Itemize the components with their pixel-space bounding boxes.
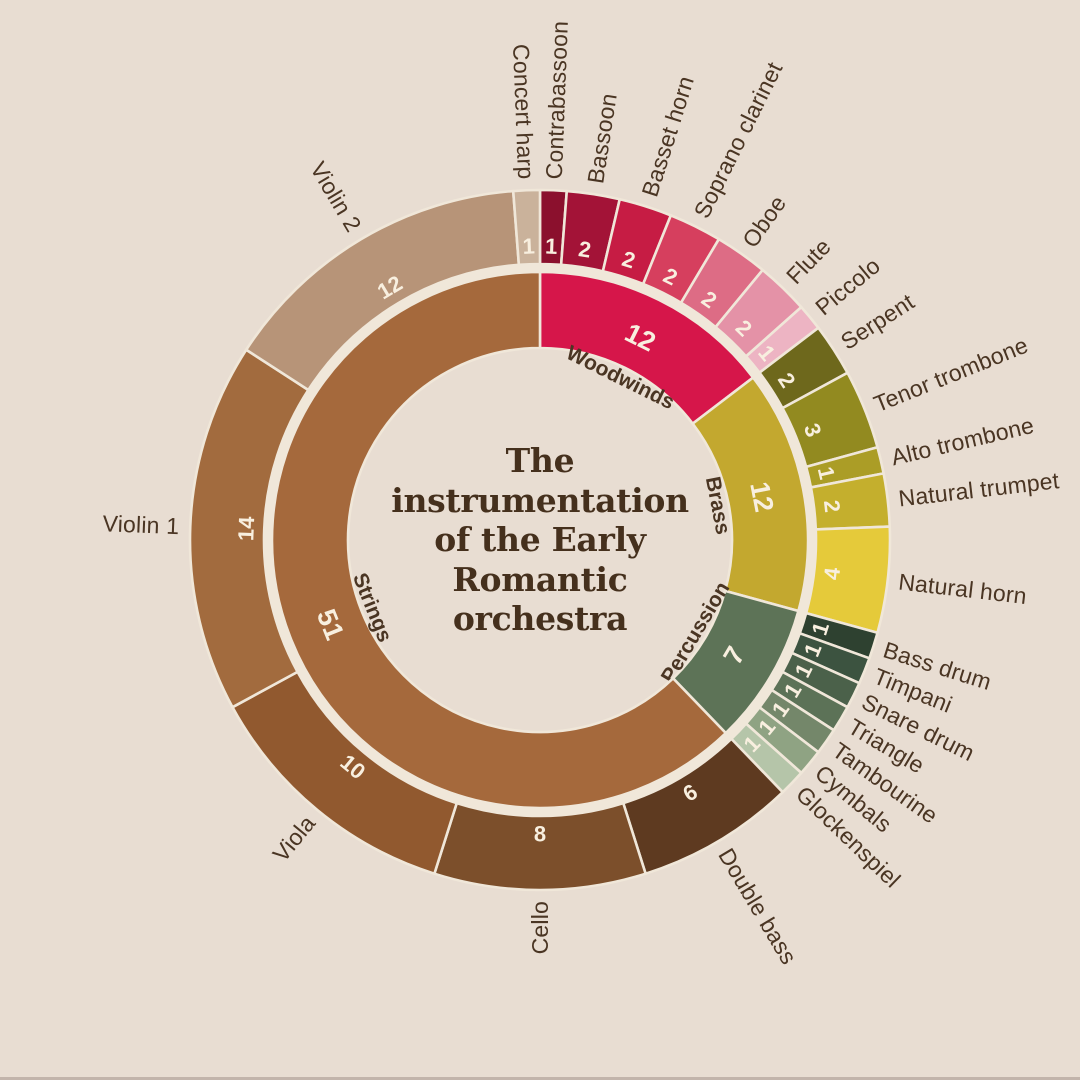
instrument-label-alto-trombone: Alto trombone [889,412,1037,471]
section-segment-strings [270,270,728,810]
instrument-label-violin-1: Violin 1 [102,510,180,539]
instrument-value-violin-1: 14 [233,515,259,541]
instrument-value-bassoon: 2 [577,236,593,263]
instrument-label-double-bass: Double bass [713,844,802,969]
instrument-segment-concert-harp [511,188,542,267]
footer-bar [0,1077,1080,1080]
section-value-brass: 12 [744,479,779,514]
ring-gap [263,263,817,817]
instrument-label-bassoon: Bassoon [582,91,622,185]
instrument-value-cello: 8 [534,822,546,847]
instrument-label-tenor-trombone: Tenor trombone [870,332,1032,417]
chart-title-line: of the Early [434,520,646,560]
instrument-label-contrabassoon: Contrabassoon [541,20,573,179]
instrument-label-concert-harp: Concert harp [508,44,539,180]
chart-title-line: orchestra [452,599,628,639]
instrument-value-alto-trombone: 1 [813,464,840,482]
instrument-label-natural-trumpet: Natural trumpet [897,467,1061,511]
instrument-label-cello: Cello [527,901,553,954]
instrument-value-contrabassoon: 1 [545,233,558,258]
instrument-value-concert-harp: 1 [522,233,535,258]
instrument-label-flute: Flute [781,233,836,289]
instrument-value-natural-horn: 4 [819,565,845,581]
chart-title-line: The [505,441,575,481]
instrument-label-oboe: Oboe [737,191,791,253]
chart-title: The instrumentation of the Early Romanti… [355,441,725,639]
instrument-label-violin-2: Violin 2 [305,157,367,236]
instrument-label-basset-horn: Basset horn [637,73,699,200]
instrument-segment-cello [433,801,647,892]
instrument-value-natural-trumpet: 2 [819,499,845,514]
chart-title-line: Romantic [452,559,628,599]
instrument-label-viola: Viola [267,810,320,866]
instrument-label-natural-horn: Natural horn [897,568,1028,609]
chart-title-line: instrumentation [391,480,689,520]
